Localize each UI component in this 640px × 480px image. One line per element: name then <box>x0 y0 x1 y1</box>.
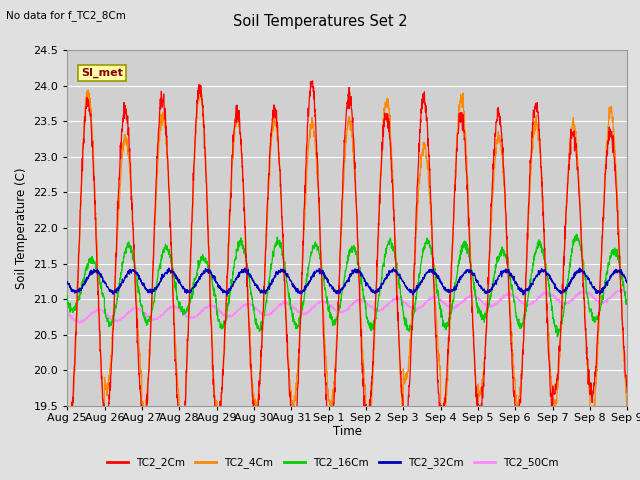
TC2_4Cm <box>364 424 372 430</box>
TC2_4Cm <box>376 189 384 194</box>
TC2_32Cm <box>220 288 227 293</box>
TC2_32Cm <box>63 279 71 285</box>
TC2_50Cm <box>574 292 582 298</box>
TC2_50Cm <box>364 302 371 308</box>
TC2_50Cm <box>510 292 518 298</box>
TC2_32Cm <box>364 280 371 286</box>
Text: SI_met: SI_met <box>81 68 123 78</box>
TC2_2Cm <box>364 413 372 419</box>
TC2_16Cm <box>510 299 518 305</box>
Line: TC2_16Cm: TC2_16Cm <box>67 234 627 337</box>
TC2_16Cm <box>554 334 561 340</box>
TC2_16Cm <box>574 236 582 241</box>
TC2_2Cm <box>511 388 518 394</box>
TC2_32Cm <box>574 267 582 273</box>
TC2_4Cm <box>623 406 631 411</box>
TC2_16Cm <box>220 320 227 326</box>
TC2_16Cm <box>590 314 598 320</box>
TC2_32Cm <box>590 285 598 291</box>
TC2_50Cm <box>617 286 625 292</box>
TC2_2Cm <box>220 357 227 362</box>
TC2_32Cm <box>376 284 383 290</box>
TC2_16Cm <box>364 314 371 320</box>
TC2_2Cm <box>623 390 631 396</box>
TC2_2Cm <box>308 78 316 84</box>
TC2_2Cm <box>574 174 582 180</box>
Y-axis label: Soil Temperature (C): Soil Temperature (C) <box>15 167 28 289</box>
TC2_16Cm <box>623 301 631 307</box>
TC2_2Cm <box>590 380 598 386</box>
TC2_2Cm <box>177 442 184 448</box>
TC2_32Cm <box>223 292 230 298</box>
TC2_4Cm <box>63 427 71 433</box>
Line: TC2_50Cm: TC2_50Cm <box>67 289 627 324</box>
TC2_4Cm <box>590 416 598 422</box>
TC2_32Cm <box>511 277 518 283</box>
TC2_2Cm <box>376 188 384 194</box>
TC2_16Cm <box>376 292 383 298</box>
TC2_4Cm <box>220 355 228 360</box>
TC2_50Cm <box>63 311 71 316</box>
TC2_50Cm <box>220 312 227 317</box>
Legend: TC2_2Cm, TC2_4Cm, TC2_16Cm, TC2_32Cm, TC2_50Cm: TC2_2Cm, TC2_4Cm, TC2_16Cm, TC2_32Cm, TC… <box>102 453 563 472</box>
X-axis label: Time: Time <box>333 425 362 438</box>
Line: TC2_4Cm: TC2_4Cm <box>67 85 627 438</box>
Text: No data for f_TC2_8Cm: No data for f_TC2_8Cm <box>6 10 126 21</box>
TC2_2Cm <box>63 419 71 424</box>
TC2_32Cm <box>390 265 397 271</box>
Text: Soil Temperatures Set 2: Soil Temperatures Set 2 <box>233 14 407 29</box>
Line: TC2_2Cm: TC2_2Cm <box>67 81 627 445</box>
TC2_4Cm <box>574 164 582 170</box>
TC2_4Cm <box>65 435 73 441</box>
TC2_50Cm <box>376 307 383 312</box>
TC2_32Cm <box>623 278 631 284</box>
TC2_4Cm <box>196 82 204 88</box>
TC2_50Cm <box>589 294 597 300</box>
TC2_16Cm <box>573 231 580 237</box>
TC2_50Cm <box>623 290 631 296</box>
TC2_4Cm <box>511 378 518 384</box>
TC2_16Cm <box>63 292 71 298</box>
Line: TC2_32Cm: TC2_32Cm <box>67 268 627 295</box>
TC2_50Cm <box>76 321 83 326</box>
